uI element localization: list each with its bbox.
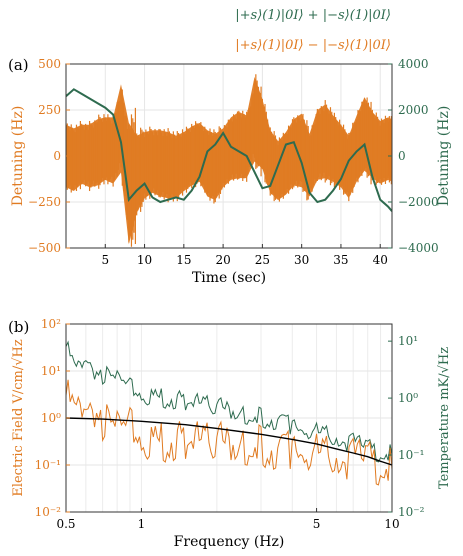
panel-b-label: (b) xyxy=(8,318,30,336)
y-axis-label-b-left: Electric Field V/cm/√Hz xyxy=(11,339,26,496)
series-model-line xyxy=(66,417,392,466)
x-axis-label-b: Frequency (Hz) xyxy=(174,534,285,550)
x-tick-label-b: 10 xyxy=(384,517,399,531)
y-tick-label-b-right: 10⁰ xyxy=(398,391,418,405)
y-tick-label-b-left: 10² xyxy=(41,317,61,331)
plot-a-area xyxy=(66,74,392,247)
series-temperature-line xyxy=(66,340,392,463)
x-tick-label-a: 10 xyxy=(137,253,152,267)
x-tick-label-a: 20 xyxy=(215,253,230,267)
y-tick-label-b-left: 10¹ xyxy=(41,364,61,378)
x-tick-label-b: 5 xyxy=(313,517,321,531)
y-axis-label-b-right: Temperature mK/√Hz xyxy=(437,347,452,489)
x-tick-label-a: 40 xyxy=(373,253,388,267)
y-tick-label-a-right: −4000 xyxy=(398,241,439,255)
y-tick-label-a-left: 0 xyxy=(53,149,61,163)
y-tick-label-a-left: −250 xyxy=(28,195,61,209)
x-tick-label-b: 0.5 xyxy=(56,517,75,531)
y-tick-label-a-left: 250 xyxy=(38,103,61,117)
y-tick-label-b-right: 10⁻² xyxy=(398,505,425,519)
legend-entry-green: |+s⟩(1)|0I⟩ + |−s⟩(1)|0I⟩ xyxy=(235,8,391,23)
series-orange-band xyxy=(66,76,392,245)
y-tick-label-a-left: 500 xyxy=(38,57,61,71)
x-tick-label-a: 25 xyxy=(255,253,270,267)
x-axis-label-a: Time (sec) xyxy=(192,270,266,286)
y-tick-label-a-right: 0 xyxy=(398,149,406,163)
y-tick-label-b-right: 10⁻¹ xyxy=(398,448,424,462)
y-tick-label-a-right: −2000 xyxy=(398,195,439,209)
y-tick-label-b-left: 10⁻¹ xyxy=(35,458,61,472)
x-tick-label-a: 5 xyxy=(101,253,109,267)
series-green-line xyxy=(66,88,392,212)
x-tick-label-a: 35 xyxy=(333,253,348,267)
x-tick-label-b: 1 xyxy=(138,517,146,531)
y-axis-label-a-right: Detuning (Hz) xyxy=(436,106,452,207)
plot-b-area xyxy=(66,340,392,486)
y-tick-label-b-left: 10⁰ xyxy=(41,411,61,425)
y-tick-label-b-left: 10⁻² xyxy=(35,505,62,519)
y-tick-label-a-left: −500 xyxy=(28,241,61,255)
y-tick-label-b-right: 10¹ xyxy=(398,334,418,348)
y-tick-label-a-right: 2000 xyxy=(398,103,429,117)
y-axis-label-a-left: Detuning (Hz) xyxy=(10,106,26,207)
y-tick-label-a-right: 4000 xyxy=(398,57,429,71)
x-tick-label-a: 15 xyxy=(176,253,191,267)
panel-a-label: (a) xyxy=(8,56,29,74)
x-tick-label-a: 30 xyxy=(294,253,309,267)
series-electric-field-line xyxy=(66,379,392,486)
legend-entry-orange: |+s⟩(1)|0I⟩ − |−s⟩(1)|0I⟩ xyxy=(235,38,391,53)
